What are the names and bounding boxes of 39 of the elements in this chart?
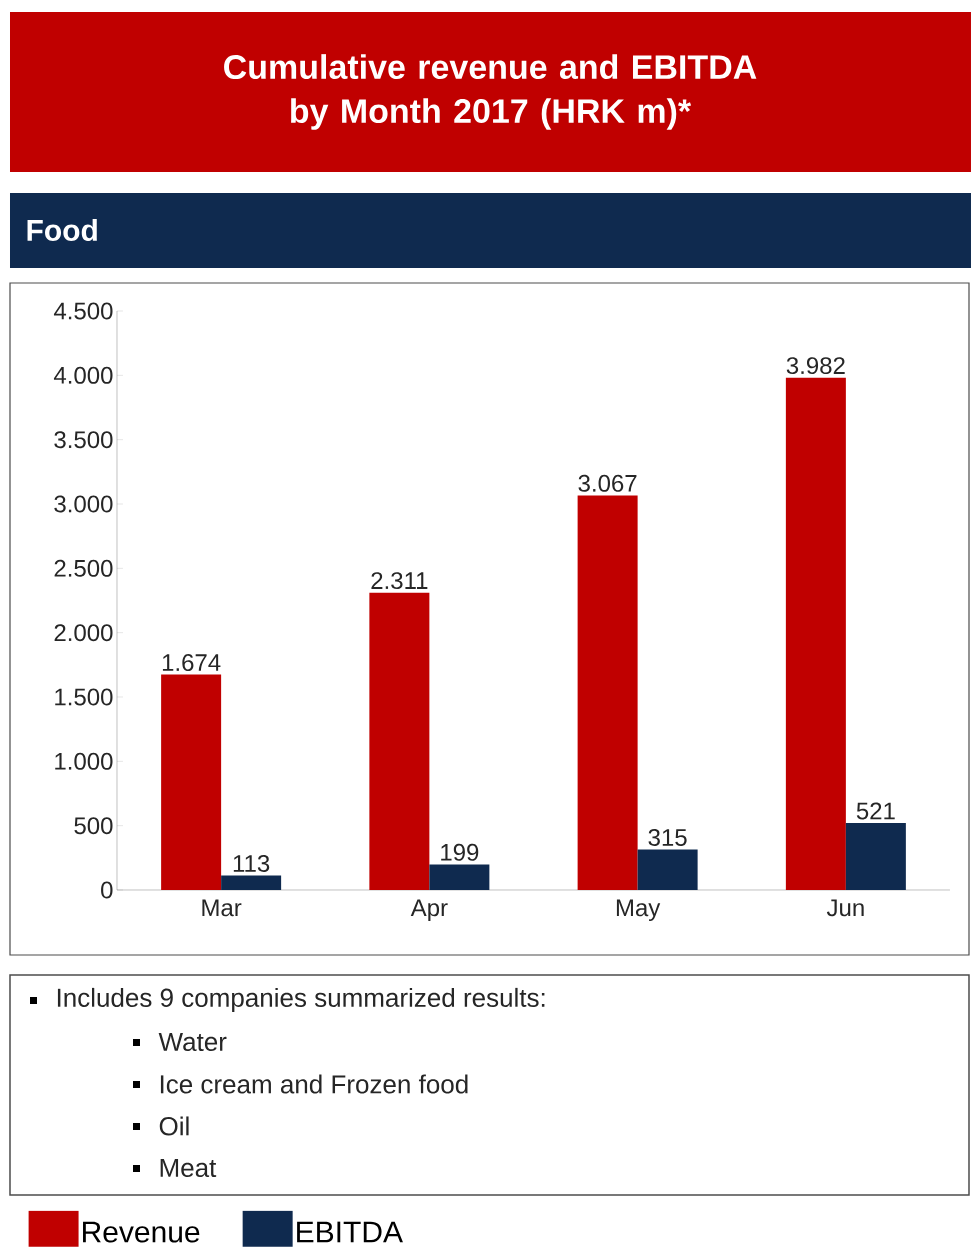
y-tick-label: 1.000 bbox=[55, 752, 113, 770]
bar bbox=[845, 822, 906, 890]
x-tick-label: May bbox=[616, 899, 661, 922]
y-tick-label: 0 bbox=[101, 881, 113, 899]
y-tick-label: 3.500 bbox=[54, 431, 113, 449]
x-tick-label: Apr bbox=[410, 899, 448, 922]
data-label: 1.674 bbox=[162, 654, 221, 672]
y-tick-label: 4.000 bbox=[53, 366, 113, 384]
bar bbox=[429, 864, 490, 890]
text: Water bbox=[158, 1032, 227, 1052]
x-tick-label: Jun bbox=[826, 899, 864, 917]
y-tick-label: 2.500 bbox=[54, 559, 113, 577]
data-label: 521 bbox=[856, 802, 895, 820]
data-label: 3.982 bbox=[786, 357, 845, 375]
y-tick-label: 2.000 bbox=[54, 624, 113, 642]
legend-label: Revenue bbox=[83, 1221, 200, 1243]
y-tick-label: 4.500 bbox=[53, 302, 113, 320]
bar bbox=[785, 377, 846, 890]
legend-label: EBITDA bbox=[297, 1221, 403, 1243]
bar bbox=[221, 875, 282, 890]
text: Meat bbox=[160, 1158, 217, 1178]
chart-title: Cumulative revenue and EBITDA by Month 2017 (HRK m)* bbox=[224, 54, 757, 130]
y-tick-label: 500 bbox=[74, 817, 113, 835]
data-label: 2.311 bbox=[371, 572, 428, 590]
data-label: 199 bbox=[441, 843, 479, 861]
text: Oil bbox=[159, 1116, 189, 1136]
text: Includes 9 companies summarized results: bbox=[57, 987, 545, 1013]
chart-subtitle: Food bbox=[27, 218, 97, 242]
data-label: 3.067 bbox=[578, 474, 637, 492]
y-tick-label: 1.500 bbox=[55, 688, 113, 706]
x-tick-label: Mar bbox=[202, 899, 242, 917]
y-tick-label: 3.000 bbox=[54, 495, 113, 513]
text: Ice cream and Frozen food bbox=[160, 1074, 468, 1094]
bar bbox=[369, 592, 430, 890]
data-label: 113 bbox=[233, 854, 270, 872]
data-label: 315 bbox=[648, 828, 687, 846]
bar bbox=[637, 849, 698, 890]
bar bbox=[161, 674, 222, 890]
bar bbox=[577, 495, 638, 890]
